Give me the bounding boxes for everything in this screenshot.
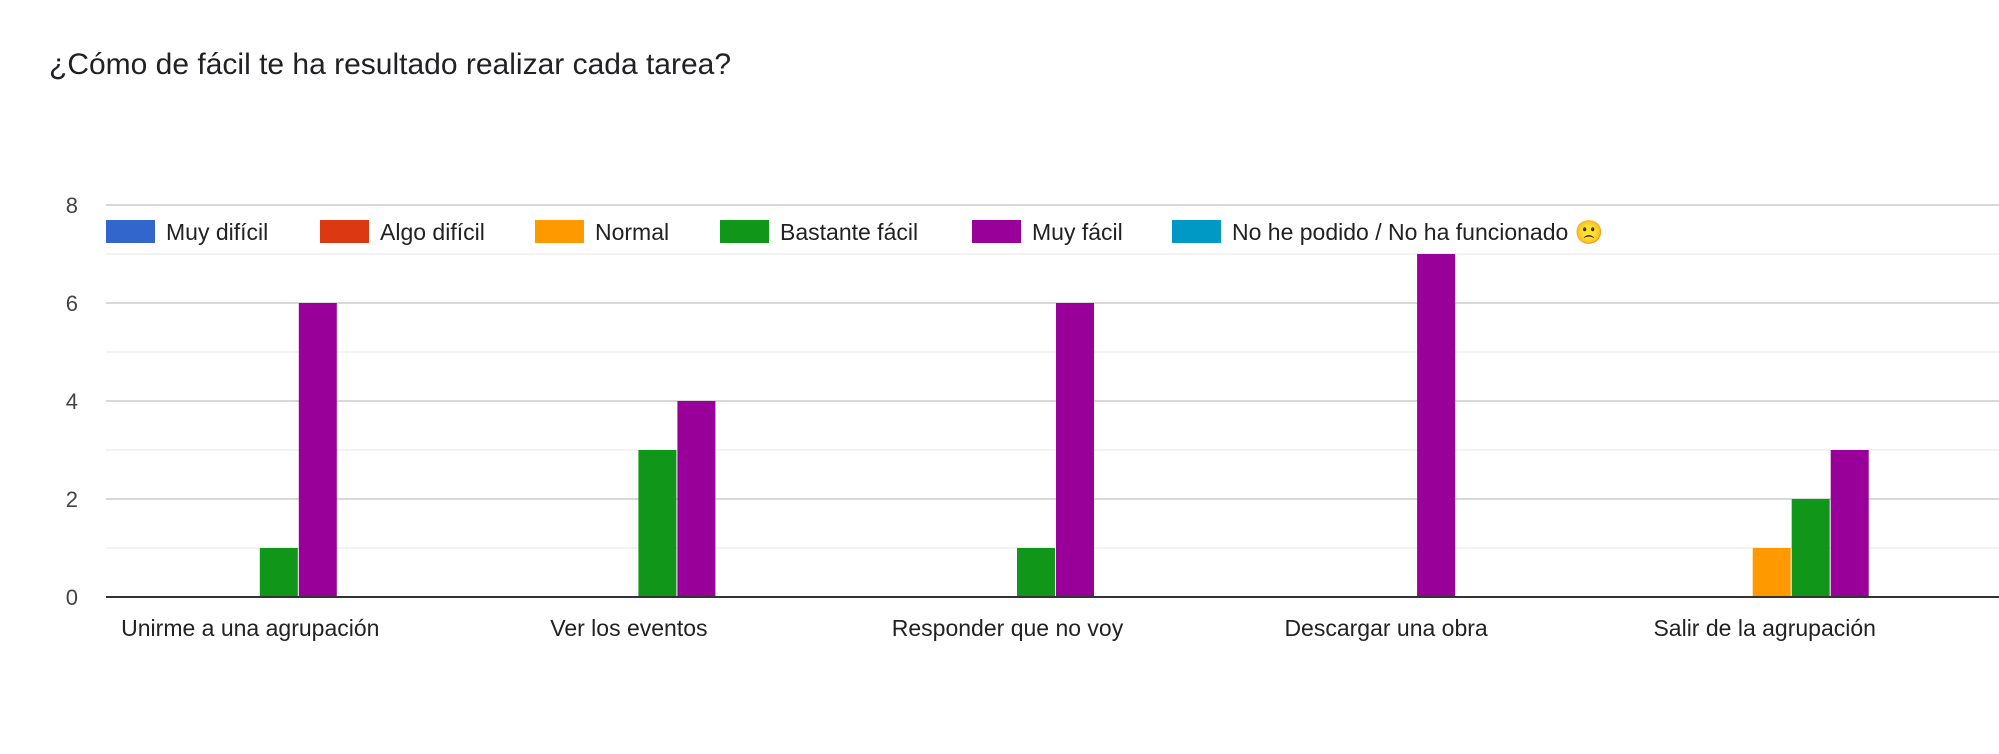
- y-tick-label: 6: [66, 291, 78, 316]
- legend-label[interactable]: Bastante fácil: [780, 219, 918, 245]
- chart-title: ¿Cómo de fácil te ha resultado realizar …: [49, 48, 732, 81]
- y-tick-label: 8: [66, 193, 78, 218]
- legend-swatch[interactable]: [106, 220, 155, 243]
- y-tick-label: 0: [66, 585, 78, 610]
- bar-bastante-f-cil[interactable]: [638, 450, 677, 597]
- legend-swatch[interactable]: [1172, 220, 1221, 243]
- legend-label[interactable]: Algo difícil: [380, 219, 485, 245]
- x-category-label: Descargar una obra: [1284, 615, 1487, 641]
- y-tick-label: 2: [66, 487, 78, 512]
- legend-swatch[interactable]: [320, 220, 369, 243]
- legend-swatch[interactable]: [972, 220, 1021, 243]
- bar-normal[interactable]: [1752, 548, 1791, 597]
- legend: Muy difícil Algo difícil Normal Bastante fá…: [104, 214, 1664, 250]
- legend-swatch[interactable]: [720, 220, 769, 243]
- legend-label[interactable]: Normal: [595, 219, 669, 245]
- bar-muy-f-cil[interactable]: [298, 303, 337, 597]
- bars: [259, 254, 1869, 597]
- gridlines: [106, 204, 1999, 549]
- legend-label[interactable]: No he podido / No ha funcionado 🙁: [1232, 219, 1603, 245]
- bar-bastante-f-cil[interactable]: [1017, 548, 1055, 597]
- x-category-label: Responder que no voy: [892, 615, 1124, 641]
- bar-bastante-f-cil[interactable]: [1791, 499, 1830, 597]
- legend-swatch[interactable]: [535, 220, 584, 243]
- bar-muy-f-cil[interactable]: [1056, 303, 1094, 597]
- bar-bastante-f-cil[interactable]: [259, 548, 298, 597]
- y-tick-label: 4: [66, 389, 78, 414]
- legend-label[interactable]: Muy fácil: [1032, 219, 1123, 245]
- bar-muy-f-cil[interactable]: [1417, 254, 1456, 597]
- x-category-label: Unirme a una agrupación: [121, 615, 379, 641]
- x-category-label: Salir de la agrupación: [1653, 615, 1875, 641]
- bar-muy-f-cil[interactable]: [677, 401, 716, 597]
- bar-muy-f-cil[interactable]: [1830, 450, 1869, 597]
- x-category-label: Ver los eventos: [550, 615, 707, 641]
- y-axis-ticks: 0 2 4 6 8: [66, 193, 78, 610]
- x-axis: Unirme a una agrupación Ver los eventos Re…: [106, 596, 1999, 641]
- legend-label[interactable]: Muy difícil: [166, 219, 268, 245]
